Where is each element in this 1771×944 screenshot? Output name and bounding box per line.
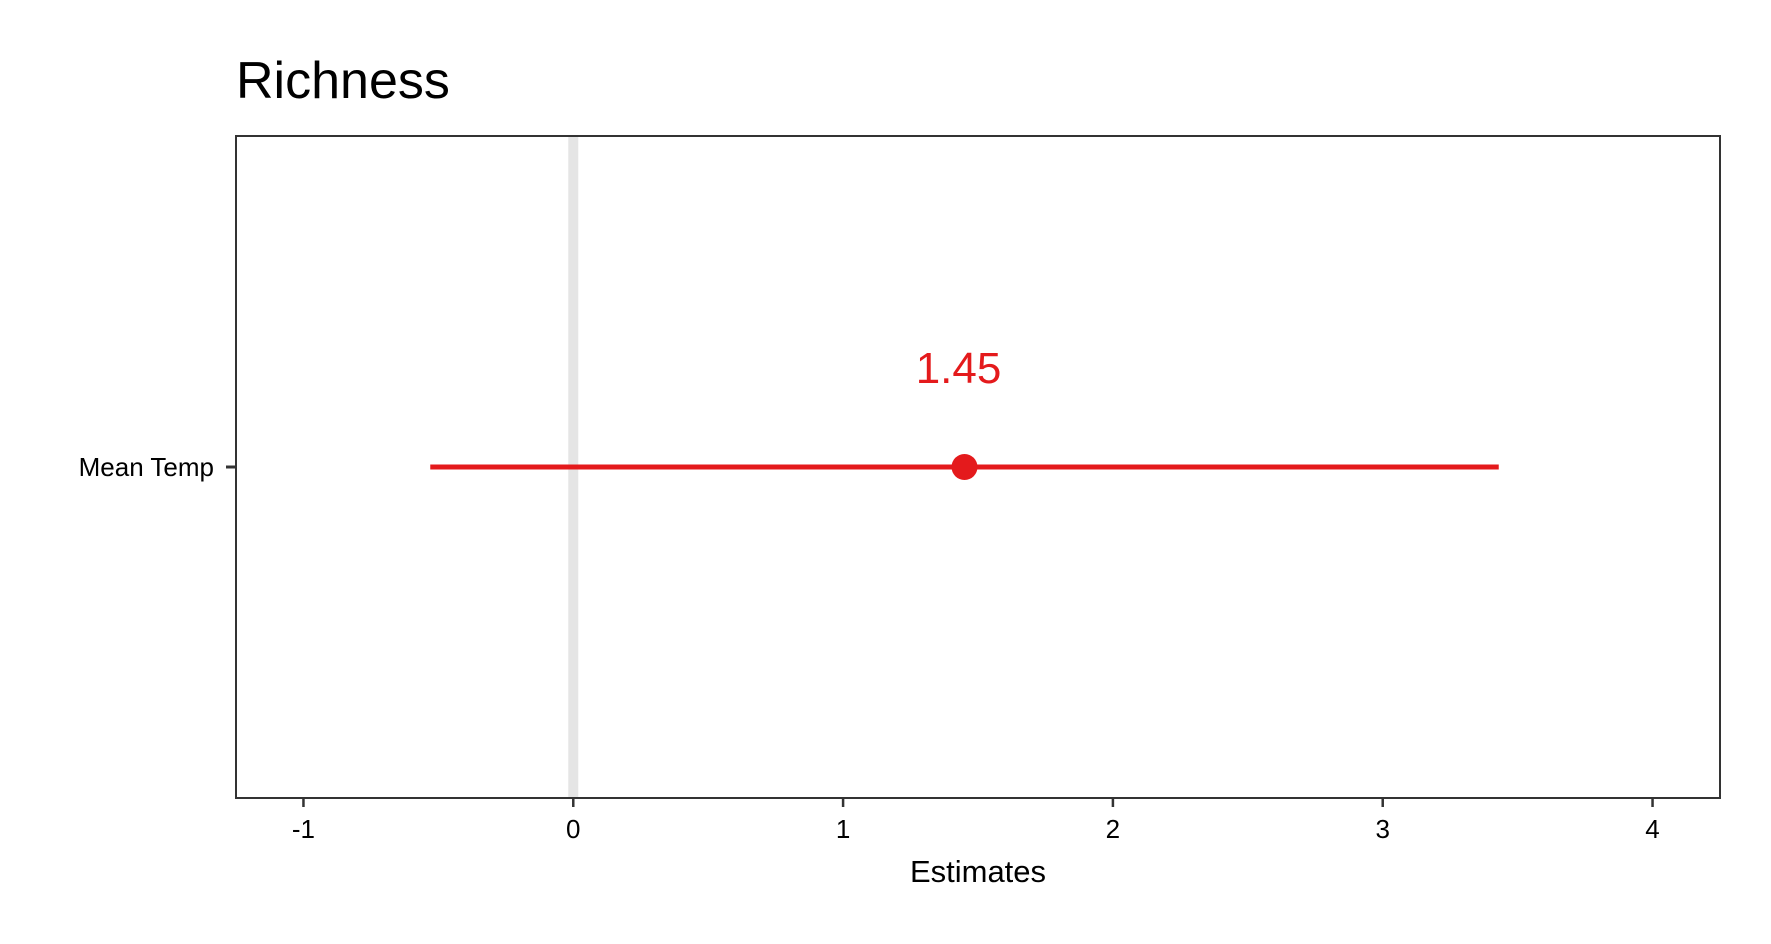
- chart-title: Richness: [236, 52, 450, 110]
- marks-layer: 1.45: [430, 344, 1499, 480]
- y-tick-label: Mean Temp: [79, 452, 214, 482]
- x-tick-label: 2: [1106, 814, 1120, 844]
- y-axis: Mean Temp: [79, 452, 236, 482]
- x-axis-title: Estimates: [910, 854, 1046, 889]
- x-tick-label: 0: [566, 814, 580, 844]
- x-tick-label: 4: [1645, 814, 1659, 844]
- x-tick-label: 1: [836, 814, 850, 844]
- x-axis: -1 0 1 2 3 4: [292, 798, 1660, 844]
- x-tick-label: 3: [1375, 814, 1389, 844]
- x-tick-label: -1: [292, 814, 315, 844]
- estimate-label: 1.45: [916, 344, 1002, 393]
- estimate-point: [951, 454, 978, 480]
